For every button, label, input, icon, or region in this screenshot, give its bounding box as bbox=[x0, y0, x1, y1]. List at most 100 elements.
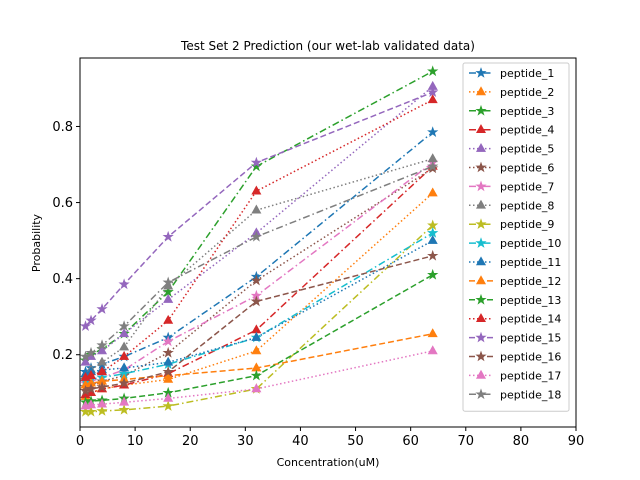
data-point-peptide_9-8 bbox=[118, 403, 130, 415]
data-point-peptide_15-2 bbox=[85, 314, 97, 326]
legend-label-peptide_2: peptide_2 bbox=[500, 86, 554, 99]
x-tick-label-0: 0 bbox=[76, 434, 84, 449]
legend-entry-peptide_2: peptide_2 bbox=[469, 86, 554, 99]
legend-entry-peptide_17: peptide_17 bbox=[469, 369, 561, 382]
data-point-peptide_15-64 bbox=[427, 86, 439, 98]
data-point-peptide_2-64 bbox=[427, 187, 438, 197]
series-line-peptide_3 bbox=[84, 70, 434, 361]
data-point-peptide_9-16 bbox=[162, 400, 174, 411]
x-tick-label-70: 70 bbox=[458, 434, 475, 449]
data-point-peptide_5-16 bbox=[163, 293, 174, 303]
data-point-peptide_17-8 bbox=[119, 396, 130, 406]
data-point-peptide_17-2 bbox=[86, 399, 97, 409]
legend-marker-peptide_12 bbox=[475, 275, 487, 285]
data-point-peptide_1-64 bbox=[427, 126, 439, 137]
data-point-peptide_16-8 bbox=[118, 377, 130, 389]
legend-label-peptide_15: peptide_15 bbox=[500, 332, 561, 345]
data-point-peptide_18-8 bbox=[118, 320, 130, 331]
data-point-peptide_15-8 bbox=[118, 278, 130, 290]
data-point-peptide_6-16 bbox=[162, 346, 174, 358]
x-tick-label-80: 80 bbox=[513, 434, 530, 449]
series-peptide_17 bbox=[80, 345, 438, 410]
data-point-peptide_14-4 bbox=[97, 366, 108, 376]
legend-label-peptide_6: peptide_6 bbox=[500, 162, 554, 175]
legend-label-peptide_17: peptide_17 bbox=[500, 369, 561, 382]
plot-area bbox=[79, 65, 439, 417]
data-point-peptide_2-32 bbox=[251, 345, 262, 355]
series-line-peptide_10 bbox=[85, 232, 434, 383]
legend-label-peptide_8: peptide_8 bbox=[500, 199, 554, 212]
data-point-peptide_18-16 bbox=[162, 276, 174, 288]
data-point-peptide_16-2 bbox=[85, 383, 97, 394]
series-peptide_8 bbox=[80, 153, 438, 379]
data-point-peptide_15-4 bbox=[96, 303, 108, 314]
legend-entry-peptide_7: peptide_7 bbox=[469, 180, 554, 193]
data-point-peptide_16-64 bbox=[427, 249, 439, 261]
data-point-peptide_17-4 bbox=[97, 398, 108, 408]
data-point-peptide_16-32 bbox=[250, 295, 262, 307]
legend-label-peptide_10: peptide_10 bbox=[500, 237, 561, 250]
legend-marker-peptide_1 bbox=[475, 67, 487, 78]
legend-label-peptide_11: peptide_11 bbox=[500, 256, 561, 269]
series-line-peptide_9 bbox=[85, 224, 434, 413]
legend-marker-peptide_6 bbox=[475, 161, 487, 173]
legend-label-peptide_1: peptide_1 bbox=[500, 67, 554, 80]
data-point-peptide_5-1 bbox=[80, 356, 91, 366]
legend-label-peptide_13: peptide_13 bbox=[500, 294, 561, 307]
x-axis-label: Concentration(uM) bbox=[277, 456, 380, 469]
data-point-peptide_18-64 bbox=[427, 160, 439, 172]
legend-entry-peptide_13: peptide_13 bbox=[469, 294, 561, 307]
data-point-peptide_13-64 bbox=[427, 268, 439, 280]
legend-marker-peptide_9 bbox=[475, 218, 487, 229]
data-point-peptide_16-4 bbox=[96, 381, 108, 392]
x-tick-label-90: 90 bbox=[568, 434, 585, 449]
series-peptide_16 bbox=[79, 249, 439, 396]
data-point-peptide_3-32 bbox=[250, 160, 262, 172]
series-peptide_14 bbox=[80, 94, 438, 381]
legend-entry-peptide_14: peptide_14 bbox=[469, 313, 561, 326]
data-point-peptide_15-16 bbox=[162, 230, 174, 242]
legend-marker-peptide_13 bbox=[475, 293, 487, 305]
legend-entry-peptide_8: peptide_8 bbox=[469, 199, 554, 212]
data-point-peptide_15-1 bbox=[79, 320, 92, 331]
x-tick-label-50: 50 bbox=[347, 434, 364, 449]
data-point-peptide_7-16 bbox=[162, 335, 174, 347]
data-point-peptide_14-16 bbox=[163, 314, 174, 324]
legend-marker-peptide_15 bbox=[475, 331, 487, 343]
legend-marker-peptide_4 bbox=[475, 124, 487, 133]
x-tick-label-40: 40 bbox=[292, 434, 309, 449]
data-point-peptide_17-16 bbox=[163, 392, 174, 402]
series-peptide_6 bbox=[79, 162, 439, 392]
series-peptide_5 bbox=[80, 80, 438, 366]
series-line-peptide_5 bbox=[84, 85, 434, 363]
legend-entry-peptide_4: peptide_4 bbox=[469, 124, 554, 137]
series-peptide_11 bbox=[80, 234, 438, 378]
legend-entry-peptide_1: peptide_1 bbox=[469, 67, 554, 80]
data-point-peptide_8-4 bbox=[97, 356, 108, 366]
data-point-peptide_11-32 bbox=[251, 331, 262, 341]
x-tick-label-60: 60 bbox=[402, 434, 419, 449]
data-point-peptide_18-32 bbox=[250, 230, 262, 242]
legend-label-peptide_16: peptide_16 bbox=[500, 351, 561, 364]
data-point-peptide_11-8 bbox=[119, 362, 130, 372]
y-tick-label-0.2: 0.2 bbox=[52, 348, 73, 363]
legend-entry-peptide_6: peptide_6 bbox=[469, 162, 554, 175]
series-peptide_9 bbox=[79, 219, 439, 417]
legend-label-peptide_7: peptide_7 bbox=[500, 180, 554, 193]
legend-frame bbox=[462, 62, 570, 412]
series-peptide_15 bbox=[79, 86, 439, 331]
y-tick-label-0.4: 0.4 bbox=[52, 272, 73, 287]
legend-entry-peptide_16: peptide_16 bbox=[469, 351, 561, 364]
data-point-peptide_3-64 bbox=[427, 65, 439, 77]
legend-entry-peptide_12: peptide_12 bbox=[469, 275, 561, 288]
y-tick-label-0.6: 0.6 bbox=[52, 196, 73, 211]
series-line-peptide_15 bbox=[84, 91, 433, 327]
legend-label-peptide_18: peptide_18 bbox=[500, 388, 561, 401]
legend-entry-peptide_15: peptide_15 bbox=[469, 332, 561, 345]
legend-marker-peptide_10 bbox=[475, 237, 487, 248]
legend-entry-peptide_10: peptide_10 bbox=[469, 237, 561, 250]
legend-entry-peptide_11: peptide_11 bbox=[469, 256, 561, 269]
legend-marker-peptide_17 bbox=[475, 369, 487, 379]
legend-marker-peptide_5 bbox=[475, 142, 487, 152]
data-point-peptide_18-4 bbox=[96, 339, 108, 351]
